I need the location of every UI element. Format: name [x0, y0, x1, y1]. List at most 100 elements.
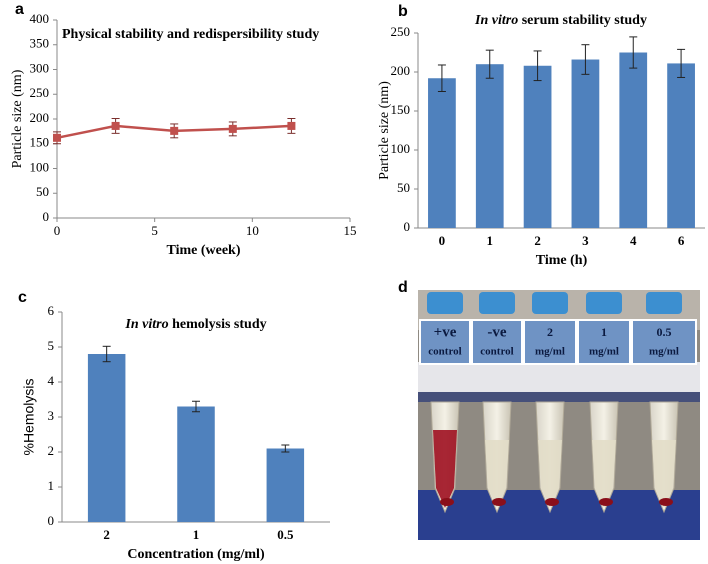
photo: [418, 290, 700, 540]
tube-liquid: [485, 440, 509, 508]
x-axis-title: Time (week): [167, 243, 241, 258]
pellet: [440, 498, 454, 506]
panel-letter: a: [15, 1, 24, 18]
y-tick-label: 200: [391, 63, 411, 78]
y-tick-label: 5: [48, 338, 55, 353]
y-tick-label: 4: [48, 373, 55, 388]
x-axis-title: Concentration (mg/ml): [127, 547, 265, 562]
y-tick-label: 100: [30, 159, 50, 174]
y-tick-label: 400: [30, 11, 50, 26]
label-box: [523, 319, 577, 365]
y-tick-label: 0: [43, 209, 50, 224]
x-tick-label: 0.5: [277, 527, 294, 542]
y-axis-title: Particle size (nm): [10, 69, 25, 168]
bar: [523, 65, 552, 228]
pellet: [599, 498, 613, 506]
y-tick-label: 100: [391, 141, 411, 156]
y-tick-label: 200: [30, 110, 50, 125]
bar: [177, 406, 215, 522]
marker: [170, 126, 179, 135]
y-tick-label: 2: [48, 443, 55, 458]
pellet: [659, 498, 673, 506]
tube-liquid: [652, 440, 676, 508]
title-text: serum stability study: [522, 13, 647, 28]
y-tick-label: 300: [30, 60, 50, 75]
label-box: [419, 319, 471, 365]
bar: [667, 63, 695, 228]
marker: [111, 121, 120, 130]
rack-bottom: [418, 490, 700, 540]
label-line: mg/ml: [535, 346, 565, 358]
y-tick-label: 6: [48, 303, 55, 318]
label-line: +ve: [434, 324, 457, 340]
chart-title: In vitro serum stability study: [474, 13, 647, 28]
title-text: hemolysis study: [172, 317, 267, 332]
x-tick-label: 6: [678, 233, 685, 248]
pellet: [545, 498, 559, 506]
y-tick-label: 150: [391, 102, 411, 117]
tube-cap: [427, 292, 463, 314]
x-tick-label: 4: [630, 233, 637, 248]
label-line: mg/ml: [589, 346, 619, 358]
y-tick-label: 350: [30, 36, 50, 51]
y-tick-label: 50: [36, 184, 49, 199]
label-line: 0.5: [657, 325, 672, 339]
x-tick-label: 10: [246, 223, 259, 238]
y-tick-label: 150: [30, 135, 50, 150]
label-line: 1: [601, 325, 607, 339]
tube-cap: [586, 292, 622, 314]
y-axis-title: %Hemolysis: [21, 378, 37, 455]
label-line: mg/ml: [649, 346, 679, 358]
x-tick-label: 0: [439, 233, 446, 248]
title-italic: In vitro: [474, 13, 518, 28]
x-tick-label: 5: [151, 223, 158, 238]
bar: [619, 52, 648, 228]
y-tick-label: 250: [391, 24, 411, 39]
x-tick-label: 3: [582, 233, 589, 248]
marker: [228, 124, 237, 133]
y-tick-label: 0: [48, 513, 55, 528]
x-tick-label: 2: [103, 527, 110, 542]
title-italic: In vitro: [124, 317, 168, 332]
tubes: [419, 292, 697, 514]
tube-liquid: [433, 430, 457, 508]
chart-title: In vitro hemolysis study: [124, 317, 266, 332]
title-text: Physical stability and redispersibility …: [62, 27, 319, 42]
x-tick-label: 0: [54, 223, 61, 238]
chart-title: Physical stability and redispersibility …: [62, 27, 319, 42]
panel-letter: c: [18, 289, 27, 306]
panel-letter: b: [398, 3, 408, 20]
bar: [475, 64, 504, 228]
y-tick-label: 50: [397, 180, 410, 195]
pellet: [492, 498, 506, 506]
x-axis-title: Time (h): [536, 253, 588, 268]
label-box: [631, 319, 697, 365]
tube-liquid: [592, 440, 616, 508]
label-line: -ve: [487, 324, 506, 340]
x-tick-label: 2: [534, 233, 541, 248]
marker: [287, 121, 296, 130]
marker: [53, 133, 61, 142]
label-line: control: [480, 346, 513, 358]
tube-liquid: [538, 440, 562, 508]
x-tick-label: 1: [487, 233, 494, 248]
tube-cap: [646, 292, 682, 314]
bar: [87, 354, 126, 522]
bar: [266, 448, 305, 522]
y-axis-title: Particle size (nm): [377, 81, 392, 180]
rack-top: [418, 362, 700, 392]
y-tick-label: 1: [48, 478, 55, 493]
x-tick-label: 15: [344, 223, 357, 238]
tube-cap: [479, 292, 515, 314]
tube-cap: [532, 292, 568, 314]
y-tick-label: 3: [48, 408, 55, 423]
label-box: [577, 319, 631, 365]
label-line: 2: [547, 325, 553, 339]
label-box: [471, 319, 523, 365]
rack-bar: [418, 392, 700, 402]
panel-letter: d: [398, 279, 408, 296]
bar: [571, 59, 600, 228]
y-tick-label: 250: [30, 85, 50, 100]
label-line: control: [428, 346, 461, 358]
